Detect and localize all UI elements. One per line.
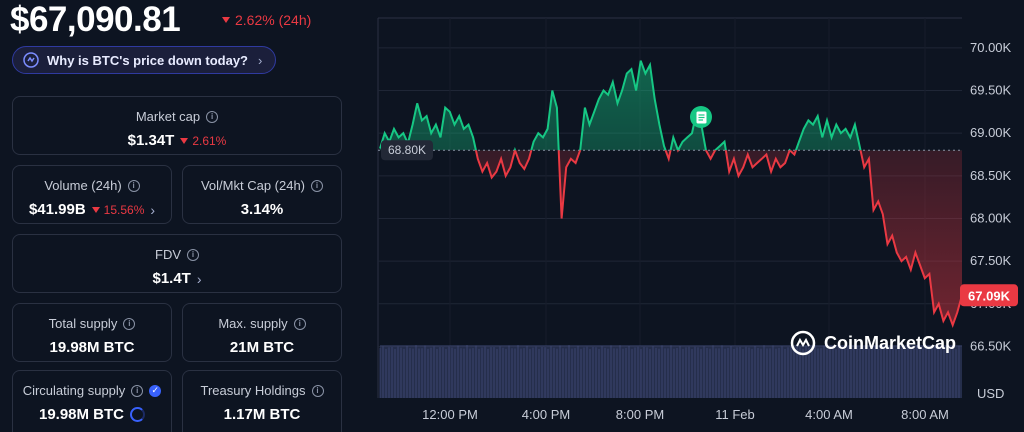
price-line-down bbox=[474, 150, 962, 329]
x-tick-label: 4:00 AM bbox=[805, 407, 853, 422]
price-area-down bbox=[380, 150, 962, 326]
market-cap-card: Market cap i $1.34T 2.61% bbox=[12, 96, 342, 155]
market-cap-label: Market cap bbox=[135, 109, 201, 124]
verified-check-icon: ✓ bbox=[149, 384, 162, 397]
info-icon[interactable]: i bbox=[206, 110, 219, 123]
x-tick-label: 11 Feb bbox=[715, 407, 755, 422]
y-tick-label: 67.00K bbox=[970, 296, 1012, 311]
baseline-label: 68.80K bbox=[388, 143, 426, 157]
price-change-text: 2.62% (24h) bbox=[235, 12, 312, 28]
watermark-text: CoinMarketCap bbox=[824, 332, 957, 353]
circulating-supply-value: 19.98M BTC bbox=[38, 406, 125, 423]
ai-sparkle-icon bbox=[23, 52, 39, 68]
coinmarketcap-logo-icon bbox=[790, 330, 816, 356]
market-cap-change: 2.61% bbox=[180, 134, 226, 148]
treasury-value: 1.17M BTC bbox=[223, 406, 301, 423]
why-pill-label: Why is BTC's price down today? bbox=[47, 52, 248, 68]
down-arrow-icon bbox=[180, 137, 189, 144]
chevron-right-icon: › bbox=[196, 270, 202, 287]
y-tick-label: 68.50K bbox=[970, 168, 1012, 183]
circulating-supply-label: Circulating supply bbox=[22, 383, 126, 398]
fdv-value: $1.4T bbox=[152, 270, 191, 287]
max-supply-value: 21M BTC bbox=[229, 339, 295, 356]
info-icon[interactable]: i bbox=[293, 317, 306, 330]
price-change-24h: 2.62% (24h) bbox=[222, 12, 311, 28]
market-cap-change-text: 2.61% bbox=[192, 133, 227, 148]
document-icon bbox=[696, 111, 706, 123]
x-tick-label: 8:00 AM bbox=[901, 407, 949, 422]
market-cap-value: $1.34T bbox=[127, 132, 175, 149]
chevron-right-icon: › bbox=[150, 201, 156, 218]
treasury-label: Treasury Holdings bbox=[200, 383, 306, 398]
down-arrow-icon bbox=[91, 206, 100, 213]
news-marker-button[interactable] bbox=[690, 106, 712, 128]
y-tick-label: 70.00K bbox=[970, 40, 1012, 55]
x-tick-label: 4:00 PM bbox=[522, 407, 570, 422]
current-price-label-bg bbox=[960, 284, 1018, 307]
baseline-label-bg bbox=[381, 140, 433, 161]
total-supply-label: Total supply bbox=[48, 316, 118, 331]
info-icon[interactable]: i bbox=[311, 179, 324, 192]
total-supply-card: Total supply i 19.98M BTC bbox=[12, 303, 172, 362]
volume-change: 15.56% bbox=[91, 202, 145, 217]
max-supply-label: Max. supply bbox=[218, 316, 288, 331]
x-tick-label: 12:00 PM bbox=[422, 407, 478, 422]
y-tick-label: 69.50K bbox=[970, 83, 1012, 98]
info-icon[interactable]: i bbox=[131, 384, 144, 397]
info-icon[interactable]: i bbox=[127, 179, 140, 192]
chevron-right-icon: › bbox=[258, 52, 263, 68]
price-line-up bbox=[379, 60, 862, 151]
y-tick-label: 68.00K bbox=[970, 210, 1012, 225]
fdv-card[interactable]: FDV i $1.4T › bbox=[12, 234, 342, 293]
vol-mkt-value: 3.14% bbox=[240, 201, 284, 218]
down-arrow-icon bbox=[222, 17, 230, 23]
current-price-label: 67.09K bbox=[968, 288, 1011, 303]
fdv-label: FDV bbox=[155, 247, 181, 262]
y-tick-label: 69.00K bbox=[970, 125, 1012, 140]
max-supply-card: Max. supply i 21M BTC bbox=[182, 303, 342, 362]
x-tick-label: 8:00 PM bbox=[616, 407, 664, 422]
treasury-holdings-card[interactable]: Treasury Holdings i 1.17M BTC bbox=[182, 370, 342, 432]
supply-progress-ring-icon bbox=[130, 407, 146, 422]
vol-mkt-label: Vol/Mkt Cap (24h) bbox=[200, 178, 306, 193]
y-unit-label: USD bbox=[977, 386, 1004, 401]
volume-label: Volume (24h) bbox=[44, 178, 122, 193]
circulating-supply-card: Circulating supply i ✓ 19.98M BTC bbox=[12, 370, 172, 432]
volume-card[interactable]: Volume (24h) i $41.99B 15.56% › bbox=[12, 165, 172, 224]
vol-mkt-card: Vol/Mkt Cap (24h) i 3.14% bbox=[182, 165, 342, 224]
why-price-down-button[interactable]: Why is BTC's price down today? › bbox=[12, 46, 276, 74]
info-icon[interactable]: i bbox=[187, 248, 199, 261]
y-tick-label: 66.50K bbox=[970, 338, 1012, 353]
volume-change-text: 15.56% bbox=[103, 202, 145, 217]
total-supply-value: 19.98M BTC bbox=[49, 339, 135, 356]
price-area-up bbox=[380, 60, 861, 151]
volume-value: $41.99B bbox=[28, 201, 86, 218]
coinmarketcap-watermark: CoinMarketCap bbox=[790, 330, 956, 356]
current-price: $67,090.81 bbox=[10, 0, 181, 39]
info-icon[interactable]: i bbox=[311, 384, 324, 397]
info-icon[interactable]: i bbox=[123, 317, 136, 330]
y-tick-label: 67.50K bbox=[970, 253, 1012, 268]
